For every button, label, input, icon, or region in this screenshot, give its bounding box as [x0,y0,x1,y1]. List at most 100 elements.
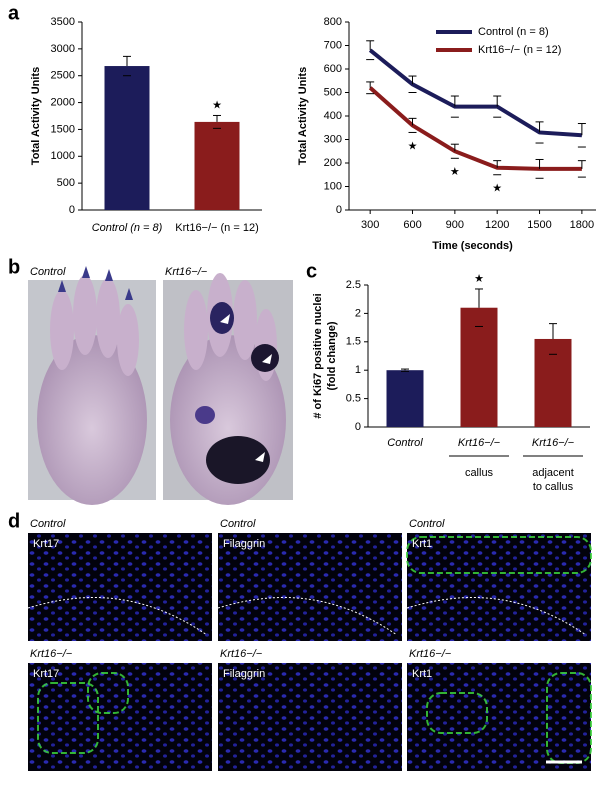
y-tick-label: 600 [324,63,342,75]
y-tick-label: 300 [324,133,342,145]
error-bar [408,75,417,93]
image-stain: Krt17 [33,668,59,680]
category-note: callus [465,467,494,479]
error-bar [213,114,221,129]
x-tick-label: 600 [403,219,421,231]
y-tick-label: 0.5 [346,393,361,405]
photo [28,266,156,505]
series-line [368,48,583,138]
x-tick-label: Krt16−/− [458,437,501,449]
x-tick-label: Control [387,437,423,449]
x-tick-label: 900 [446,219,464,231]
image-stain: Krt17 [33,538,59,550]
stain-signal [406,536,592,574]
image-condition: Control [220,518,256,530]
bar [460,307,498,427]
image-label: Control [30,266,66,278]
y-axis-label: Total Activity Units [30,67,42,165]
y-tick-label: 1000 [51,150,75,162]
stain-signal [426,692,488,734]
panel-label: c [306,260,317,282]
x-tick-label: Krt16−/− [532,437,575,449]
y-tick-label: 0 [69,204,75,216]
micrograph [218,533,402,641]
bar [534,338,572,427]
image-condition: Krt16−/− [30,648,73,660]
y-axis-label: (fold change) [326,321,338,390]
micrographs: Control Krt17 Control Filaggrin Control Krt1 K… [27,518,592,771]
error-bar [535,158,544,179]
error-bar [366,81,375,95]
bar [194,121,240,210]
x-tick-label: Krt16−/− (n = 12) [175,222,258,234]
micrograph [407,663,591,771]
bar [386,370,424,427]
stain-signal [87,672,129,714]
image-stain: Filaggrin [223,668,265,680]
y-tick-label: 800 [324,16,342,28]
error-bar [475,288,483,327]
series-line [368,86,582,171]
y-tick-label: 0 [336,204,342,216]
x-tick-label: 1200 [485,219,509,231]
image-condition: Control [409,518,445,530]
y-tick-label: 3000 [51,43,75,55]
significance-mark: ★ [450,166,460,178]
significance-mark: ★ [474,273,484,285]
x-axis-label: Time (seconds) [432,240,513,252]
error-bar [123,55,131,77]
image-label: Krt16−/− [165,266,208,278]
panel-label: d [8,510,20,532]
x-tick-label: 1500 [527,219,551,231]
y-tick-label: 1.5 [346,336,361,348]
y-tick-label: 200 [324,157,342,169]
error-bar [401,368,409,372]
y-tick-label: 1500 [51,123,75,135]
error-bar [450,143,459,159]
error-bar [450,95,459,118]
error-bar [577,123,586,148]
image-stain: Krt1 [412,668,432,680]
significance-mark: ★ [212,99,222,111]
y-tick-label: 100 [324,180,342,192]
image-condition: Krt16−/− [409,648,452,660]
y-axis-label: # of Ki67 positive nuclei [312,293,324,418]
image-condition: Krt16−/− [220,648,263,660]
error-bar [493,95,502,118]
image-stain: Filaggrin [223,538,265,550]
x-tick-label: Control (n = 8) [92,222,163,234]
y-tick-label: 700 [324,39,342,51]
y-tick-label: 2000 [51,96,75,108]
y-tick-label: 400 [324,110,342,122]
y-tick-label: 0 [355,421,361,433]
image-stain: Krt1 [412,538,432,550]
legend-label: Control (n = 8) [478,26,549,38]
error-bar [549,323,557,355]
panel-label: a [8,2,20,24]
y-tick-label: 2 [355,307,361,319]
y-tick-label: 500 [324,86,342,98]
micrograph [28,663,212,771]
error-bar [493,160,502,176]
significance-mark: ★ [492,183,502,195]
category-note: adjacent [532,467,574,479]
y-tick-label: 500 [57,177,75,189]
error-bar [366,40,375,61]
panel-label: b [8,256,20,278]
error-bar [535,121,544,144]
micrograph [407,533,591,641]
y-tick-label: 2500 [51,70,75,82]
error-bar [577,160,586,178]
image-condition: Control [30,518,66,530]
legend-label: Krt16−/− (n = 12) [478,44,561,56]
photo [163,273,293,505]
y-tick-label: 3500 [51,16,75,28]
y-tick-label: 1 [355,364,361,376]
stain-signal [37,682,99,754]
x-tick-label: 1800 [570,219,594,231]
error-bar [408,117,417,133]
micrograph [28,533,212,641]
x-tick-label: 300 [361,219,379,231]
